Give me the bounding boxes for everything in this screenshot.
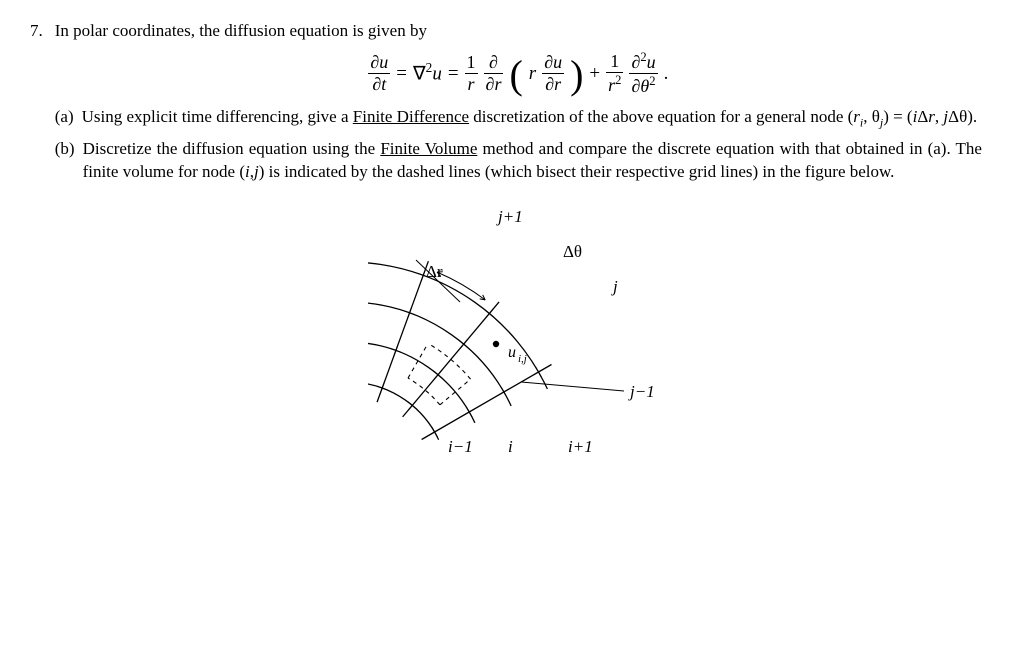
pa-dr: Δ bbox=[917, 107, 928, 126]
svg-text:i+1: i+1 bbox=[568, 437, 593, 456]
eq-t2-coef-bot-sup: 2 bbox=[615, 73, 621, 87]
part-a-label: (a) bbox=[55, 106, 74, 130]
pa-pareneq: ) = ( bbox=[883, 107, 912, 126]
svg-text:Δr: Δr bbox=[426, 262, 443, 281]
part-a-underline: Finite Difference bbox=[353, 107, 469, 126]
part-b-text: Discretize the diffusion equation using … bbox=[83, 138, 982, 184]
pa-dtheta: Δθ bbox=[948, 107, 967, 126]
eq-t2-top-u: u bbox=[647, 52, 656, 72]
part-a-post: discretization of the above equation for… bbox=[469, 107, 853, 126]
svg-text:u: u bbox=[508, 344, 516, 361]
svg-text:j: j bbox=[611, 277, 618, 296]
eq-dudt-bot: ∂t bbox=[370, 75, 388, 94]
eq-t2-bot-sup: 2 bbox=[649, 74, 655, 88]
svg-text:i: i bbox=[508, 437, 513, 456]
eq-equals-2: = bbox=[448, 61, 459, 87]
eq-dudt-top: ∂u bbox=[368, 53, 390, 72]
svg-text:i−1: i−1 bbox=[448, 437, 473, 456]
part-a-text: Using explicit time differencing, give a… bbox=[82, 106, 982, 130]
problem-content: In polar coordinates, the diffusion equa… bbox=[55, 20, 982, 469]
eq-t2-bot-d: ∂θ bbox=[632, 76, 650, 96]
pb-tail: ) is indicated by the dashed lines (whic… bbox=[259, 162, 895, 181]
problem-7: 7. In polar coordinates, the diffusion e… bbox=[30, 20, 982, 469]
svg-text:j−1: j−1 bbox=[628, 382, 655, 401]
eq-period: . bbox=[664, 61, 669, 87]
eq-nabla: ∇ bbox=[413, 64, 426, 85]
eq-t1-d-top: ∂ bbox=[487, 53, 500, 72]
part-a-pre: Using explicit time differencing, give a bbox=[82, 107, 353, 126]
eq-u1: u bbox=[432, 64, 442, 85]
eq-t1-coef-bot: r bbox=[466, 75, 477, 94]
eq-equals-1: = bbox=[396, 61, 407, 87]
pa-r: r bbox=[928, 107, 935, 126]
intro-text: In polar coordinates, the diffusion equa… bbox=[55, 20, 982, 43]
problem-number: 7. bbox=[30, 20, 43, 43]
eq-plus: + bbox=[589, 61, 600, 87]
part-b-underline: Finite Volume bbox=[380, 139, 477, 158]
eq-inner-r: r bbox=[529, 61, 536, 87]
polar-grid-svg: j+1 Δθ Δr j j−1 ui,j i−1 i i+1 bbox=[368, 202, 668, 462]
diffusion-equation: ∂u ∂t = ∇ 2 u = 1 r ∂ ∂r bbox=[55, 51, 982, 96]
lparen-icon: ( bbox=[509, 59, 522, 91]
eq-inner-bot: ∂r bbox=[543, 75, 563, 94]
eq-t1-d-bot: ∂r bbox=[484, 75, 504, 94]
part-b-pre: Discretize the diffusion equation using … bbox=[83, 139, 381, 158]
part-a: (a) Using explicit time differencing, gi… bbox=[55, 106, 982, 130]
polar-grid-figure: j+1 Δθ Δr j j−1 ui,j i−1 i i+1 bbox=[55, 202, 982, 469]
part-b: (b) Discretize the diffusion equation us… bbox=[55, 138, 982, 184]
pa-ri: r bbox=[853, 107, 860, 126]
part-b-label: (b) bbox=[55, 138, 75, 184]
pa-close: ). bbox=[967, 107, 977, 126]
svg-text:Δθ: Δθ bbox=[563, 242, 582, 261]
svg-text:i,j: i,j bbox=[518, 353, 527, 365]
svg-text:j+1: j+1 bbox=[496, 207, 523, 226]
rparen-icon: ) bbox=[570, 59, 583, 91]
eq-t2-coef-top: 1 bbox=[608, 52, 621, 71]
pa-comma1: , θ bbox=[863, 107, 880, 126]
eq-t1-coef-top: 1 bbox=[465, 53, 478, 72]
eq-inner-top: ∂u bbox=[542, 53, 564, 72]
